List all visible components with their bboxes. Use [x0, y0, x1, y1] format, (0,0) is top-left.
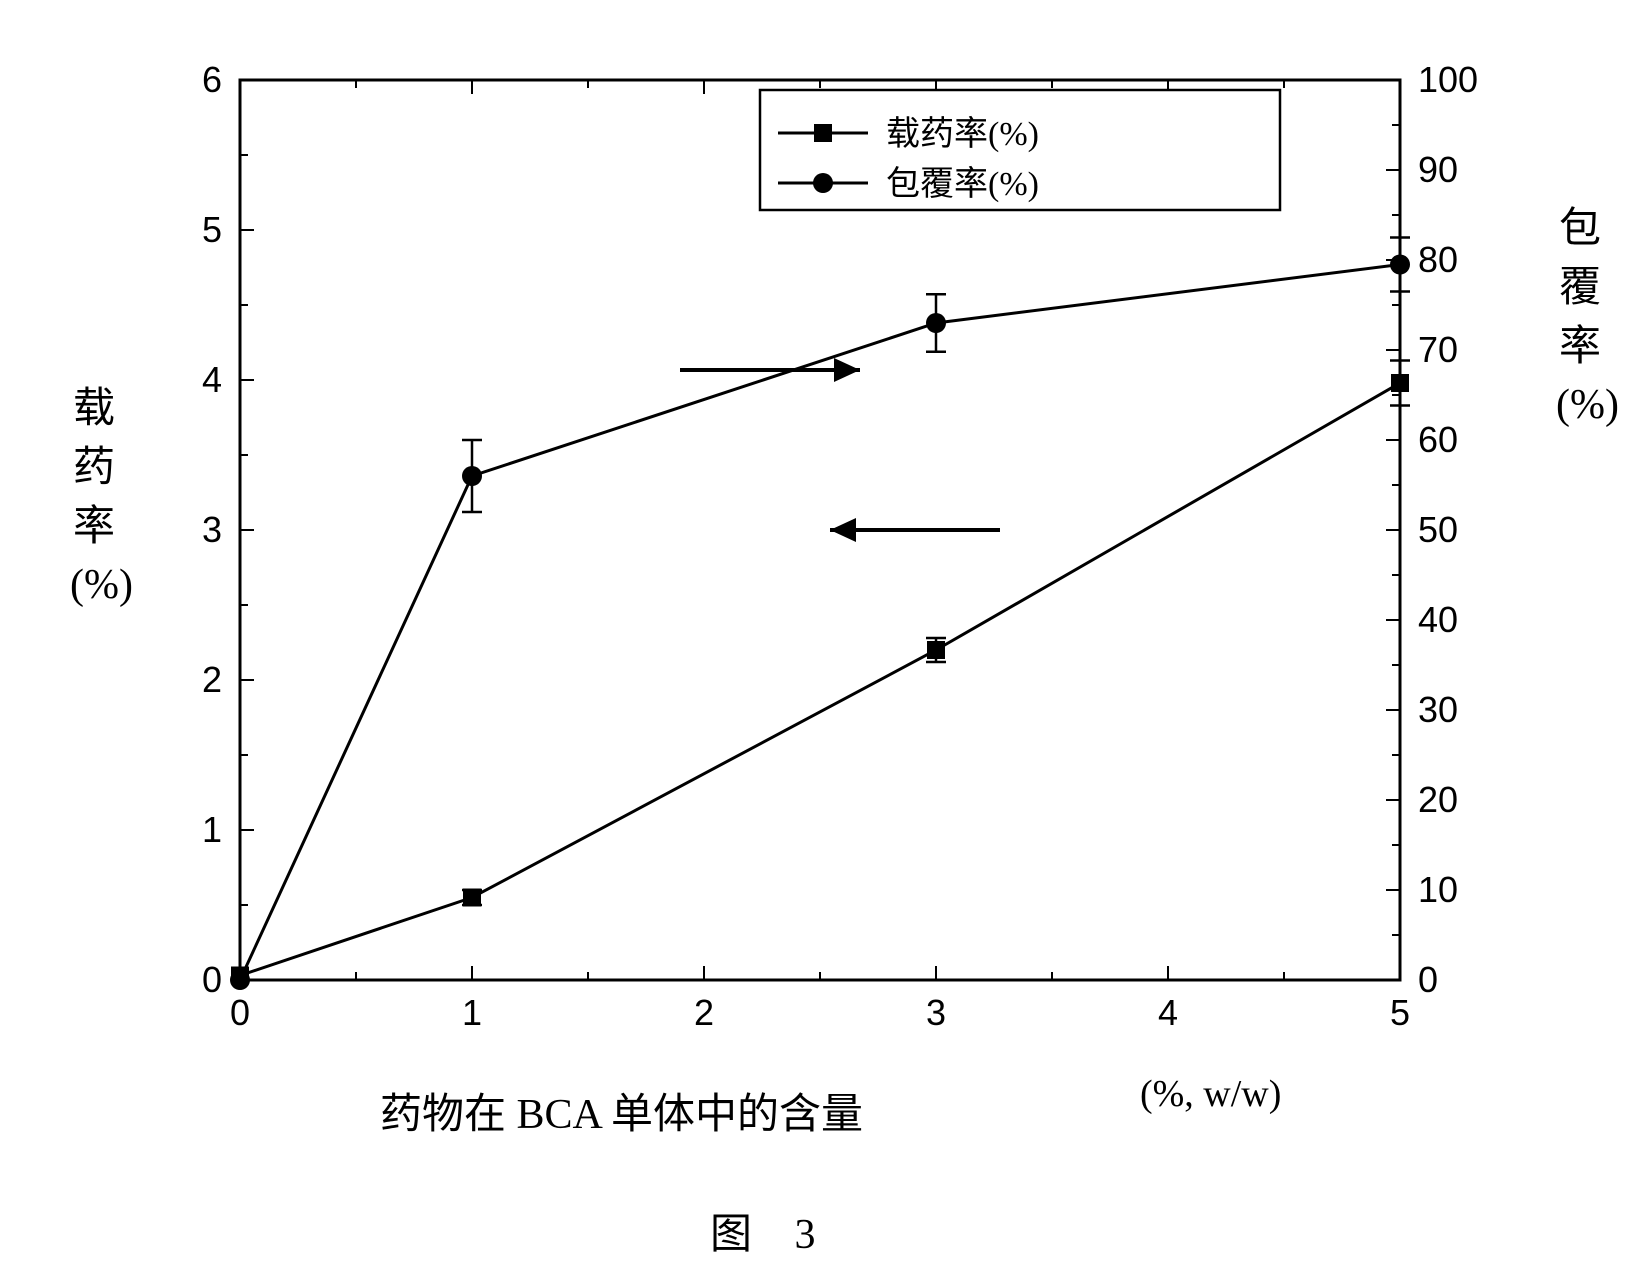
yleft-tick-label: 0 — [202, 959, 222, 1000]
yleft-tick-label: 3 — [202, 509, 222, 550]
marker-square — [463, 889, 481, 907]
legend-label: 包覆率(%) — [886, 165, 1039, 203]
yright-tick-label: 90 — [1418, 149, 1458, 190]
y-left-axis-label: 载 药 率 (%) — [70, 380, 118, 615]
arrowhead-icon — [834, 358, 860, 382]
yright-tick-label: 0 — [1418, 959, 1438, 1000]
yright-tick-label: 20 — [1418, 779, 1458, 820]
yleft-tick-label: 4 — [202, 359, 222, 400]
arrowhead-icon — [830, 518, 856, 542]
yleft-tick-label: 6 — [202, 59, 222, 100]
marker-circle — [1390, 255, 1410, 275]
x-tick-label: 0 — [230, 992, 250, 1033]
marker-circle — [462, 466, 482, 486]
yright-tick-label: 80 — [1418, 239, 1458, 280]
x-tick-label: 5 — [1390, 992, 1410, 1033]
marker-circle — [230, 970, 250, 990]
marker-circle — [926, 313, 946, 333]
x-axis-unit: (%, w/w) — [1140, 1072, 1281, 1116]
yleft-tick-label: 5 — [202, 209, 222, 250]
yleft-tick-label: 2 — [202, 659, 222, 700]
yleft-tick-label: 1 — [202, 809, 222, 850]
x-tick-label: 4 — [1158, 992, 1178, 1033]
figure-stage: { "figure": { "caption": "图 3", "left_ax… — [0, 0, 1649, 1283]
marker-square — [927, 641, 945, 659]
plot-border — [240, 80, 1400, 980]
yright-tick-label: 40 — [1418, 599, 1458, 640]
x-tick-label: 2 — [694, 992, 714, 1033]
yright-tick-label: 10 — [1418, 869, 1458, 910]
x-tick-label: 1 — [462, 992, 482, 1033]
marker-square — [1391, 374, 1409, 392]
yright-tick-label: 60 — [1418, 419, 1458, 460]
figure-caption: 图 3 — [710, 1200, 832, 1261]
x-axis-label: 药物在 BCA 单体中的含量 — [380, 1080, 863, 1141]
yright-tick-label: 100 — [1418, 59, 1478, 100]
yright-tick-label: 70 — [1418, 329, 1458, 370]
legend-label: 载药率(%) — [886, 115, 1039, 153]
yright-tick-label: 30 — [1418, 689, 1458, 730]
yright-tick-label: 50 — [1418, 509, 1458, 550]
y-right-axis-label: 包 覆 率 (%) — [1556, 200, 1604, 435]
x-tick-label: 3 — [926, 992, 946, 1033]
series-line-loading — [240, 383, 1400, 976]
